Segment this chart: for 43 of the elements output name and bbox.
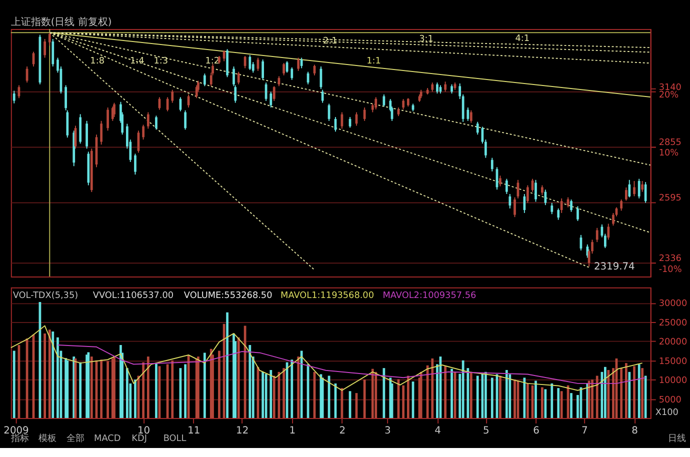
y2-tick-label: 10% [658,148,679,159]
y-tick-label: 25000 [658,318,688,328]
series-label: VOLUME:553268.50 [184,291,273,302]
series-label: 3:1 [419,34,434,45]
y-tick-label: 10000 [658,376,688,386]
x-tick-label: 12 [236,425,249,436]
chart-title: 上证指数(日线 前复权) [10,16,112,28]
series-label: 1:1 [366,56,381,66]
y-tick-label: 20000 [658,338,688,348]
series-label: 4:1 [515,34,530,44]
annotation: VVOL:1106537.00 [92,291,174,302]
x-tick-label: 1 [289,425,296,436]
text: 全部 [66,432,84,444]
series-label: 2:1 [322,36,338,46]
text: 指标 [10,432,29,444]
text: 模板 [38,432,57,444]
x-tick-label: 5 [483,425,490,436]
x-tick-label: 7 [582,425,588,436]
x-tick-label: 2 [339,425,346,436]
y-tick-label: 5000 [658,395,682,406]
text: MAVOL1:1193568.00 [280,291,374,302]
text: BOLL [163,434,186,444]
x-tick-label: 6 [533,425,540,436]
series-label: 1:3 [154,56,168,66]
x-tick-label: 11 [188,425,200,436]
y2-tick-label: -10% [658,264,682,275]
text: KDJ [132,434,147,444]
y-tick-label: 2595 [658,193,682,204]
y-tick-label: 2855 [658,138,682,148]
y-tick-label: 15000 [658,356,688,367]
text: MAVOL2:1009357.56 [382,291,477,302]
text: 日线 [668,432,686,444]
x-tick-label: 4 [434,425,441,436]
series-label: 1:8 [90,56,105,66]
y-tick-label: 30000 [658,299,688,310]
annotation: 2319.74 [594,261,635,272]
x-tick-label: 3 [384,425,391,436]
y-tick-label: 2336 [658,254,682,264]
series-label: 1:2 [205,56,220,66]
y-axis-title: X100 [655,408,679,418]
chart-title: VOL-TDX(5,35) [12,291,78,302]
text: MACD [94,434,121,444]
x-tick-label: 8 [632,425,638,436]
